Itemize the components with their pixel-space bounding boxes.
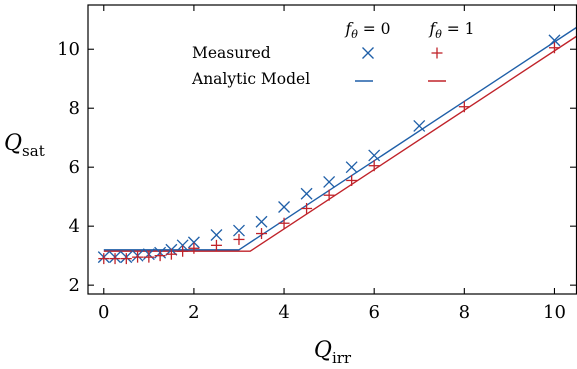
x-tick-label: 4 [278, 302, 289, 323]
data-point-f0 [300, 187, 313, 200]
data-point-f1 [143, 251, 155, 263]
x-tick-label: 10 [543, 302, 566, 323]
data-point-f1 [132, 251, 144, 263]
marker-stroke [255, 215, 268, 228]
x-axis-title-main: Q [314, 338, 332, 363]
legend-column-header: fθ = 0 [344, 20, 390, 41]
model-line-f0 [103, 26, 577, 251]
data-point-f1 [165, 248, 177, 260]
data-point-f1 [458, 101, 470, 113]
marker-stroke [233, 224, 245, 237]
marker-stroke [368, 149, 381, 162]
x-tick-label: 8 [459, 302, 470, 323]
x-axis-title-sub: irr [332, 349, 352, 367]
marker-stroke [187, 236, 200, 249]
marker-stroke [548, 34, 561, 47]
y-axis-title: Qsat [4, 131, 45, 160]
legend-header-sub: θ [351, 28, 358, 41]
marker-stroke [278, 201, 291, 213]
y-tick-label: 8 [69, 98, 80, 119]
data-point-f0 [323, 175, 336, 188]
data-point-f0 [413, 119, 426, 132]
marker-stroke [300, 187, 313, 200]
data-point-f0 [210, 229, 223, 241]
data-point-f1 [109, 253, 121, 265]
data-point-f1 [154, 250, 166, 262]
data-point-f0 [278, 201, 291, 213]
data-point-f1 [256, 228, 268, 240]
y-tick-label: 6 [69, 157, 80, 178]
legend-label-measured: Measured [192, 44, 271, 62]
data-point-f1 [548, 42, 560, 54]
legend-label-model: Analytic Model [191, 70, 310, 88]
x-tick-label: 6 [368, 302, 379, 323]
marker-stroke [345, 161, 358, 174]
y-axis-title-main: Q [4, 131, 22, 156]
data-point-f0 [548, 34, 561, 47]
x-tick-label: 0 [98, 302, 109, 323]
plot-area [97, 26, 577, 265]
legend-header-f: f [428, 20, 438, 38]
y-axis-title-sub: sat [22, 142, 45, 160]
data-point-f0 [176, 239, 189, 252]
legend-header-sub: θ [435, 28, 442, 41]
data-point-f1 [368, 160, 380, 172]
data-point-f1 [323, 189, 335, 201]
data-point-f0 [233, 224, 245, 237]
marker-stroke [413, 119, 426, 132]
legend-header-eq: = 0 [358, 20, 391, 38]
data-point-f1 [210, 239, 222, 251]
data-point-f1 [278, 217, 290, 229]
marker-stroke [210, 229, 223, 241]
data-point-f1 [346, 174, 358, 186]
data-point-f0 [255, 215, 268, 228]
model-line-f1 [103, 35, 577, 252]
y-tick-label: 2 [69, 275, 80, 296]
x-tick-label: 2 [188, 302, 199, 323]
legend-column-header: fθ = 1 [428, 20, 474, 41]
data-point-f1 [233, 233, 245, 245]
data-point-f0 [345, 161, 358, 174]
y-tick-label: 10 [57, 39, 80, 60]
data-point-f1 [177, 245, 189, 257]
data-point-f1 [120, 253, 132, 265]
legend-header-f: f [344, 20, 354, 38]
legend-header-eq: = 1 [442, 20, 475, 38]
data-point-f0 [368, 149, 381, 162]
marker-stroke [176, 239, 189, 252]
marker-stroke [323, 175, 336, 188]
data-point-f1 [301, 202, 313, 214]
data-point-f0 [187, 236, 200, 249]
y-tick-label: 4 [69, 216, 80, 237]
data-point-f1 [98, 253, 110, 265]
legend-marker-x [362, 47, 374, 59]
x-axis-title: Qirr [314, 338, 352, 367]
data-point-f1 [188, 242, 200, 254]
